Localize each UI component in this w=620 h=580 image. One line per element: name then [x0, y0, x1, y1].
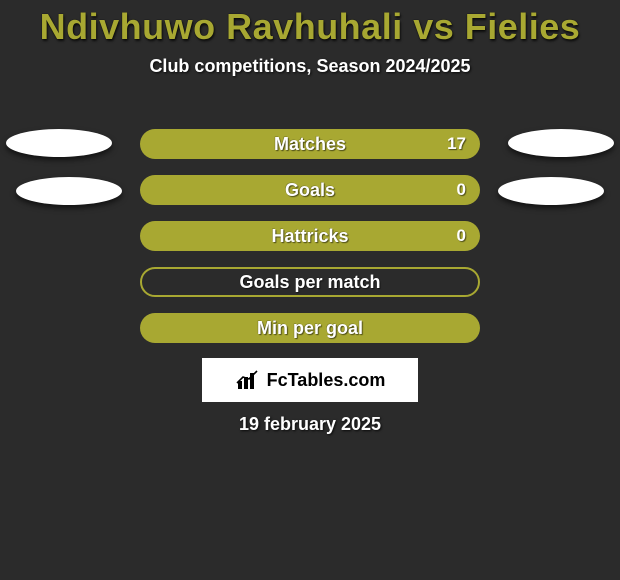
stat-bar-outline: Goals per match [140, 267, 480, 297]
stat-value: 17 [447, 129, 466, 159]
stat-label: Matches [140, 129, 480, 159]
stat-rows: Matches 17 Goals 0 Hattricks 0 Goals per… [0, 126, 620, 356]
stat-row: Hattricks 0 [0, 218, 620, 264]
stat-bar: Goals 0 [140, 175, 480, 205]
footer-logo-text: FcTables.com [267, 370, 386, 391]
page-title: Ndivhuwo Ravhuhali vs Fielies [0, 6, 620, 48]
stat-bar: Hattricks 0 [140, 221, 480, 251]
page-subtitle: Club competitions, Season 2024/2025 [0, 56, 620, 77]
stat-row: Min per goal [0, 310, 620, 356]
stat-value: 0 [457, 175, 466, 205]
bar-chart-icon [235, 369, 263, 391]
stat-row: Goals 0 [0, 172, 620, 218]
stat-bar: Min per goal [140, 313, 480, 343]
stat-value: 0 [457, 221, 466, 251]
footer-logo[interactable]: FcTables.com [202, 358, 418, 402]
stat-label: Goals per match [142, 269, 478, 295]
stat-row: Matches 17 [0, 126, 620, 172]
stat-row: Goals per match [0, 264, 620, 310]
stat-label: Min per goal [140, 313, 480, 343]
stat-label: Hattricks [140, 221, 480, 251]
footer-date: 19 february 2025 [0, 414, 620, 435]
stat-bar: Matches 17 [140, 129, 480, 159]
stat-label: Goals [140, 175, 480, 205]
